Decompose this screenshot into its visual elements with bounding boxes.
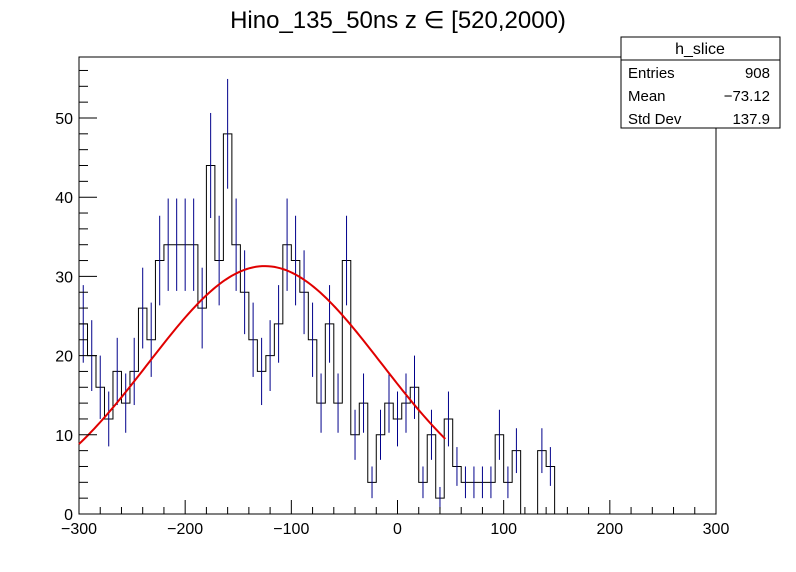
fit-curve — [78, 265, 446, 445]
chart-title: Hino_135_50ns z ∈ [520,2000) — [230, 7, 566, 34]
x-tick-label: 300 — [703, 521, 730, 538]
stats-box-border — [620, 36, 781, 129]
x-tick-label: −300 — [61, 521, 97, 538]
y-tick-label: 30 — [55, 269, 73, 286]
stats-mean-value: −73.12 — [724, 88, 770, 105]
y-tick-label: 10 — [55, 428, 73, 445]
y-tick-label: 20 — [55, 349, 73, 366]
histogram-bars — [78, 133, 556, 515]
y-tick-label: 50 — [55, 111, 73, 128]
error-bars — [82, 78, 551, 510]
stats-stddev-label: Std Dev — [628, 111, 682, 128]
x-tick-label: 200 — [596, 521, 623, 538]
y-tick-label: 0 — [64, 507, 73, 524]
stats-entries-value: 908 — [745, 65, 770, 82]
axes: −300 −200 −100 0 100 200 300 0 10 20 30 40 50 — [55, 69, 730, 538]
y-tick-label: 40 — [55, 190, 73, 207]
fit-curve-group — [78, 265, 446, 445]
stats-mean-label: Mean — [628, 88, 666, 105]
stats-entries-label: Entries — [628, 65, 675, 82]
histogram-outline — [78, 133, 556, 515]
stats-stddev-value: 137.9 — [732, 111, 770, 128]
x-tick-label: 0 — [393, 521, 402, 538]
x-tick-label: −100 — [273, 521, 309, 538]
x-tick-label: −200 — [167, 521, 203, 538]
stats-box: h_slice Entries 908 Mean −73.12 Std Dev … — [620, 36, 781, 129]
x-tick-label: 100 — [490, 521, 517, 538]
stats-box-title: h_slice — [675, 41, 725, 58]
